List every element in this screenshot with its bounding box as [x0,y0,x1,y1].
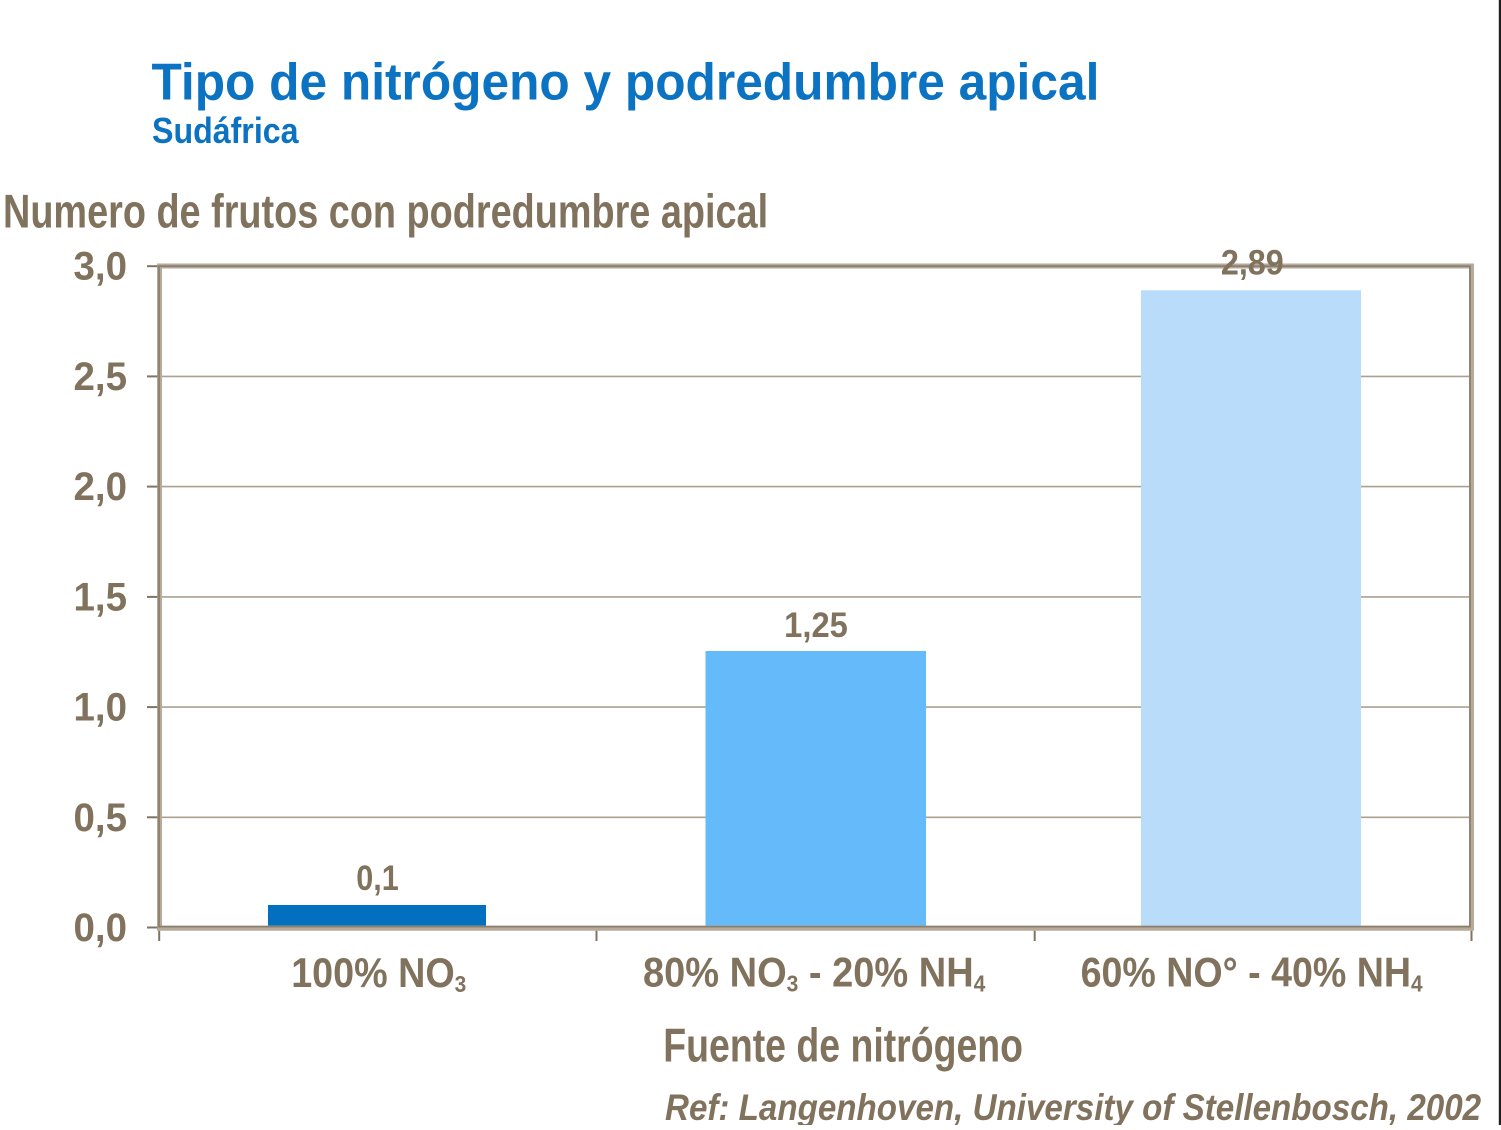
svg-text:100% NO3: 100% NO3 [291,950,466,997]
svg-text:2,5: 2,5 [73,354,127,399]
svg-text:80% NO3 - 20% NH4: 80% NO3 - 20% NH4 [643,950,986,997]
svg-text:Sudáfrica: Sudáfrica [152,111,299,151]
svg-text:60% NO° - 40% NH4: 60% NO° - 40% NH4 [1081,950,1424,997]
svg-text:0,1: 0,1 [356,858,399,897]
svg-text:1,0: 1,0 [73,685,127,730]
svg-text:1,25: 1,25 [784,606,848,645]
svg-text:Ref: Langenhoven, University o: Ref: Langenhoven, University of Stellenb… [665,1087,1482,1125]
svg-text:Fuente de nitrógeno: Fuente de nitrógeno [663,1019,1023,1072]
svg-text:2,89: 2,89 [1221,245,1284,283]
svg-text:3,0: 3,0 [73,244,127,289]
svg-text:0,5: 0,5 [73,795,127,840]
svg-text:0,0: 0,0 [73,905,127,950]
svg-text:1,5: 1,5 [73,575,127,620]
svg-text:2,0: 2,0 [73,464,127,509]
svg-text:Tipo de nitrógeno y podredumbr: Tipo de nitrógeno y podredumbre apical [152,52,1100,110]
svg-text:Numero de frutos con podredumb: Numero de frutos con podredumbre apical [3,186,768,239]
